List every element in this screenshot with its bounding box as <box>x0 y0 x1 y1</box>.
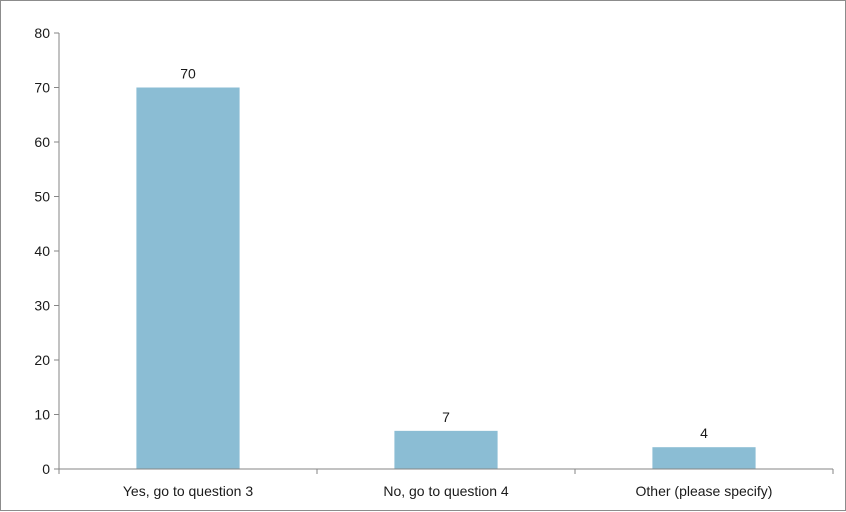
y-tick-label: 50 <box>34 189 50 205</box>
y-tick-label: 10 <box>34 407 50 423</box>
data-label: 70 <box>180 66 196 82</box>
bar <box>652 447 756 469</box>
y-tick-label: 70 <box>34 80 50 96</box>
data-label: 4 <box>700 425 708 441</box>
y-tick-label: 0 <box>42 461 50 477</box>
y-tick-label: 40 <box>34 243 50 259</box>
y-axis-ticks: 0 10 20 30 40 50 60 70 80 <box>34 25 59 477</box>
x-category-label: No, go to question 4 <box>383 483 509 499</box>
y-tick-label: 30 <box>34 298 50 314</box>
x-category-label: Other (please specify) <box>636 483 773 499</box>
y-tick-label: 60 <box>34 134 50 150</box>
data-label: 7 <box>442 409 450 425</box>
bar <box>136 87 240 469</box>
y-tick-label: 20 <box>34 352 50 368</box>
bars <box>136 87 756 469</box>
y-tick-label: 80 <box>34 25 50 41</box>
bar <box>394 430 498 469</box>
data-labels: 70 7 4 <box>180 66 708 442</box>
x-category-label: Yes, go to question 3 <box>123 483 253 499</box>
x-axis-categories: Yes, go to question 3 No, go to question … <box>58 469 834 499</box>
